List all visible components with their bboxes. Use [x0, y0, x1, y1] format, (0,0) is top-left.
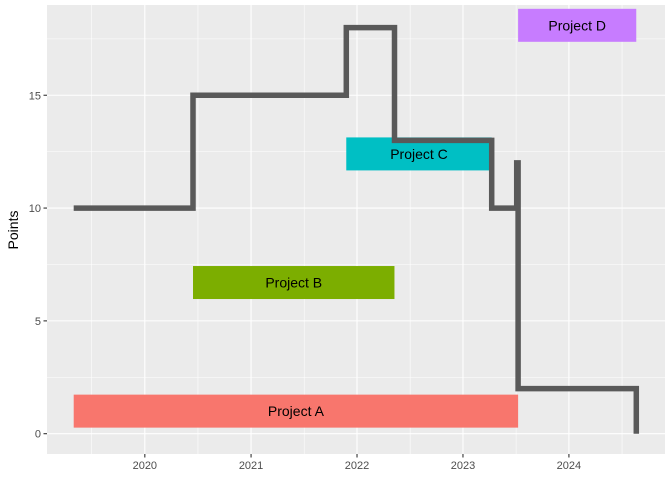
project-bar-labels: Project A Project B Project C Project D: [265, 17, 606, 419]
bar-project-b: [193, 266, 395, 300]
y-axis-title: Points: [5, 211, 21, 250]
x-tick-label: 2020: [133, 460, 157, 472]
bar-label-project-c: Project C: [390, 146, 448, 162]
gridlines: [47, 5, 665, 454]
x-tick-label: 2021: [239, 460, 263, 472]
x-axis: 2020 2021 2022 2023 2024: [133, 454, 581, 472]
y-tick-label: 5: [35, 316, 41, 328]
y-tick-label: 15: [29, 90, 41, 102]
x-tick-label: 2022: [345, 460, 369, 472]
bar-project-d: [518, 8, 637, 42]
step-line-layer: [73, 24, 640, 434]
y-axis: 0 5 10 15: [29, 90, 47, 441]
x-tick-label: 2023: [451, 460, 475, 472]
bar-label-project-d: Project D: [548, 17, 606, 33]
x-tick-label: 2024: [557, 460, 581, 472]
y-tick-label: 10: [29, 203, 41, 215]
bar-label-project-a: Project A: [268, 403, 325, 419]
bar-label-project-b: Project B: [265, 275, 322, 291]
y-tick-label: 0: [35, 429, 41, 441]
bar-project-a: [73, 394, 519, 428]
step-line: [73, 24, 640, 434]
panel-background: [47, 5, 665, 454]
